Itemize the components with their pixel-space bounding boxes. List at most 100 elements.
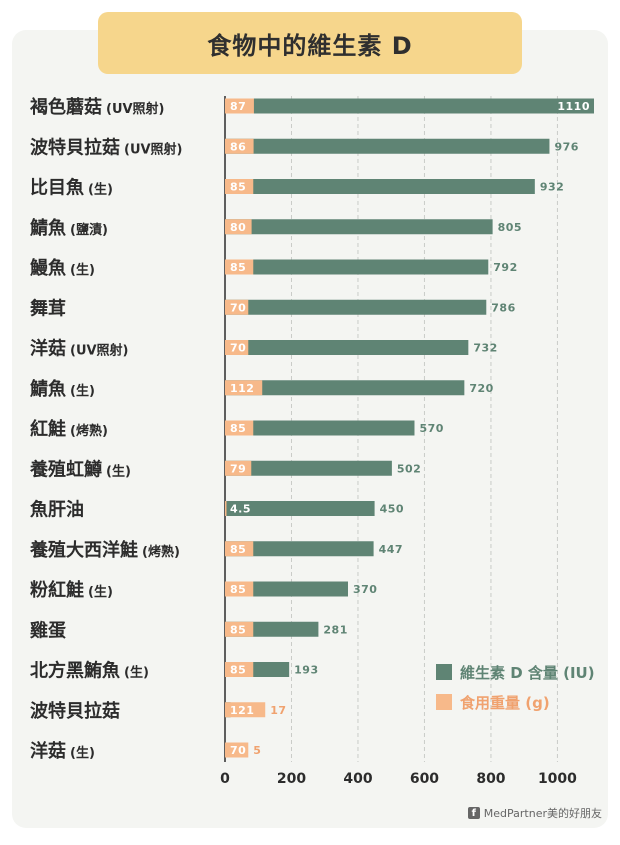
weight-bar: [225, 702, 266, 718]
x-tick-label: 400: [343, 771, 372, 787]
category-label: 鰻魚 (生): [30, 257, 95, 279]
legend-swatch-weight: [436, 694, 452, 710]
category-label: 波特貝拉菇 (UV照射): [30, 136, 183, 158]
category-label: 鯖魚 (鹽漬): [29, 217, 108, 239]
vitamin-d-bar: [225, 581, 348, 597]
category-note: (生): [70, 745, 95, 761]
weight-value-label: 86: [230, 140, 246, 153]
category-name: 鯖魚: [29, 217, 66, 239]
category-note: (UV照射): [70, 343, 129, 359]
weight-value-label: 85: [230, 422, 246, 435]
x-tick-label: 800: [476, 771, 505, 787]
category-name: 舞茸: [30, 297, 66, 319]
vitamin-d-value-label: 805: [498, 221, 522, 234]
chart-title: 食物中的維生素 D: [98, 12, 522, 74]
category-label: 洋菇 (UV照射): [30, 338, 129, 360]
weight-bar: [225, 621, 254, 637]
weight-bar: [225, 581, 254, 597]
category-name: 北方黑鮪魚: [30, 660, 120, 682]
vitamin-d-value-label: 732: [473, 342, 497, 355]
category-label: 養殖大西洋鮭 (烤熟): [29, 539, 180, 561]
category-label: 洋菇 (生): [30, 740, 95, 762]
vitamin-d-value-label: 1110: [557, 100, 590, 113]
vitamin-d-value-label: 193: [294, 664, 318, 677]
x-tick-label: 1000: [538, 771, 577, 787]
weight-bar: [225, 179, 254, 194]
vitamin-d-value-label: 792: [493, 261, 517, 274]
vitamin-d-bar: [225, 541, 374, 557]
weight-bar: [225, 380, 263, 396]
weight-bar: [225, 138, 254, 154]
category-note: (鹽漬): [70, 222, 108, 238]
category-label: 養殖虹鱒 (生): [29, 458, 131, 480]
category-name: 養殖大西洋鮭: [29, 539, 138, 561]
category-note: (生): [88, 584, 113, 600]
vitamin-d-bar: [225, 380, 465, 396]
category-label: 魚肝油: [30, 499, 84, 521]
vitamin-d-bar: [225, 501, 375, 516]
vitamin-d-value-label: 281: [323, 623, 347, 636]
weight-bar: [225, 259, 254, 275]
weight-value-label: 85: [230, 664, 246, 677]
category-name: 比目魚: [30, 177, 84, 199]
weight-value-label: 121: [230, 704, 254, 717]
category-name: 鰻魚: [30, 257, 66, 279]
category-label: 北方黑鮪魚 (生): [30, 660, 149, 682]
vitamin-d-value-label: 17: [270, 704, 286, 717]
vitamin-d-value-label: 976: [554, 140, 578, 153]
weight-value-label: 85: [230, 583, 246, 596]
facebook-icon: f: [467, 807, 480, 819]
weight-bar: [225, 541, 254, 557]
weight-bar: [225, 420, 254, 436]
footer-credit: f MedPartner美的好朋友: [467, 805, 602, 821]
weight-bar: [225, 98, 254, 114]
category-name: 鯖魚: [29, 378, 66, 400]
weight-value-label: 70: [230, 342, 246, 355]
vitamin-d-value-label: 932: [540, 181, 564, 194]
category-name: 魚肝油: [30, 499, 84, 521]
legend-label-weight: 食用重量 (g): [460, 694, 550, 712]
weight-value-label: 85: [230, 623, 246, 636]
vitamin-d-bar: [225, 420, 415, 436]
category-note: (UV照射): [124, 141, 183, 157]
category-name: 紅鮭: [30, 418, 66, 440]
vitamin-d-bar: [225, 259, 489, 275]
category-name: 波特貝拉菇: [30, 700, 120, 722]
category-name: 褐色蘑菇: [29, 96, 102, 118]
category-note: (生): [70, 262, 95, 278]
weight-value-label: 112: [230, 382, 254, 395]
category-name: 洋菇: [30, 740, 66, 762]
category-note: (生): [70, 383, 95, 399]
weight-value-label: 80: [230, 221, 246, 234]
legend-label-vitamin-d: 維生素 D 含量 (IU): [460, 664, 595, 682]
category-note: (烤熟): [70, 423, 108, 439]
weight-value-label: 87: [230, 100, 246, 113]
vitamin-d-value-label: 786: [491, 301, 515, 314]
category-note: (UV照射): [106, 101, 165, 117]
category-name: 波特貝拉菇: [30, 136, 120, 158]
category-label: 波特貝拉菇: [30, 700, 120, 722]
category-label: 褐色蘑菇 (UV照射): [29, 96, 165, 118]
category-label: 粉紅鮭 (生): [30, 579, 113, 601]
vitamin-d-value-label: 5: [253, 744, 261, 757]
vitamin-d-value-label: 570: [419, 422, 443, 435]
credit-text: MedPartner美的好朋友: [483, 807, 602, 820]
weight-bar: [225, 460, 252, 476]
category-label: 雞蛋: [29, 619, 66, 641]
legend-swatch-vitamin-d: [436, 664, 452, 680]
weight-value-label: 79: [230, 462, 246, 475]
weight-value-label: 70: [230, 744, 246, 757]
category-name: 粉紅鮭: [30, 579, 84, 601]
weight-value-label: 4.5: [230, 503, 251, 516]
category-label: 舞茸: [30, 297, 66, 319]
category-label: 比目魚 (生): [30, 177, 113, 199]
weight-bar: [225, 742, 249, 758]
category-name: 洋菇: [30, 338, 66, 360]
category-note: (烤熟): [142, 544, 180, 560]
vitamin-d-bar: [225, 138, 550, 154]
vitamin-d-bar: [225, 98, 594, 114]
category-name: 雞蛋: [29, 619, 66, 641]
vitamin-d-bar: [225, 340, 469, 355]
vitamin-d-value-label: 370: [353, 583, 377, 596]
